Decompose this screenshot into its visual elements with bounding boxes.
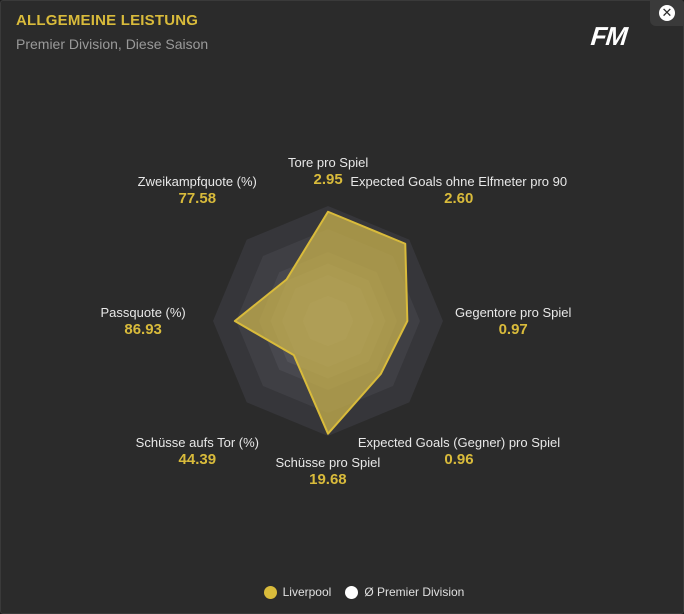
legend-swatch-liverpool [263, 585, 277, 599]
legend-label-league-average: Ø Premier Division [364, 585, 465, 599]
axis-label-name: Expected Goals ohne Elfmeter pro 90 [350, 173, 568, 189]
panel-subtitle: Premier Division, Diese Saison [16, 36, 209, 52]
axis-label-value: 2.95 [313, 170, 343, 188]
axis-label-value: 2.60 [444, 189, 474, 207]
axis-label-value: 44.39 [178, 451, 217, 469]
axis-label-name: Passquote (%) [100, 304, 186, 320]
axis-label: Zweikampfquote (%) 77.58 [138, 174, 257, 207]
legend-label-liverpool: Liverpool [282, 585, 332, 599]
axis-label: Gegentore pro Spiel 0.97 [455, 305, 571, 338]
axis-label: Schüsse pro Spiel 19.68 [276, 455, 381, 488]
chart-legend: Liverpool Ø Premier Division [0, 585, 684, 599]
axis-label-name: Schüsse pro Spiel [275, 454, 381, 470]
legend-item-league-average[interactable]: Ø Premier Division [345, 585, 464, 599]
axis-label-name: Expected Goals (Gegner) pro Spiel [357, 435, 561, 451]
axis-label: Expected Goals (Gegner) pro Spiel 0.96 [358, 435, 560, 468]
axis-label-value: 19.68 [309, 470, 347, 488]
axis-label-name: Zweikampfquote (%) [137, 173, 257, 189]
legend-item-liverpool[interactable]: Liverpool [263, 585, 332, 599]
axis-label: Expected Goals ohne Elfmeter pro 90 2.60 [350, 174, 567, 207]
axis-label-value: 0.97 [498, 320, 528, 338]
legend-swatch-league-average [345, 585, 359, 599]
axis-label-name: Gegentore pro Spiel [455, 304, 572, 320]
axis-label: Tore pro Spiel 2.95 [288, 155, 368, 188]
axis-label-value: 0.96 [444, 451, 474, 469]
axis-label-value: 77.58 [178, 189, 217, 207]
close-icon: ✕ [659, 5, 675, 21]
axis-label-value: 86.93 [124, 320, 162, 338]
axis-label-name: Schüsse aufs Tor (%) [135, 435, 259, 451]
axis-label-name: Tore pro Spiel [288, 154, 369, 170]
close-button[interactable]: ✕ [650, 0, 684, 26]
series-liverpool-area [233, 210, 409, 435]
axis-label: Passquote (%) 86.93 [101, 305, 186, 338]
panel-title: ALLGEMEINE LEISTUNG [16, 12, 199, 29]
axis-label: Schüsse aufs Tor (%) 44.39 [136, 435, 259, 468]
